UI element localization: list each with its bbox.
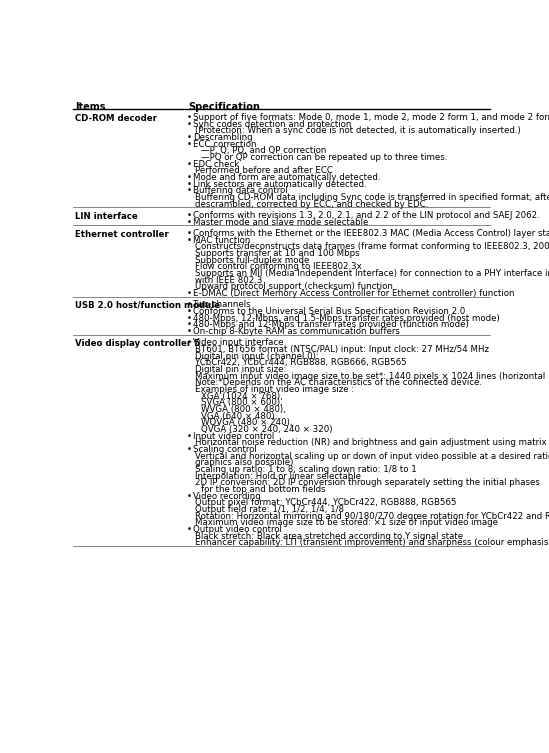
Text: 480-Mbps and 12-Mbps transfer rates provided (function mode): 480-Mbps and 12-Mbps transfer rates prov… <box>193 320 469 329</box>
Text: Supports an MII (Media Independent Interface) for connection to a PHY interface : Supports an MII (Media Independent Inter… <box>195 269 549 278</box>
Text: Mode and form are automatically detected.: Mode and form are automatically detected… <box>193 173 380 182</box>
Text: —P, Q, PQ, and QP correction: —P, Q, PQ, and QP correction <box>201 146 327 155</box>
Text: Output pixel format: YCbCr444, YCbCr422, RGB888, RGB565: Output pixel format: YCbCr444, YCbCr422,… <box>195 498 457 508</box>
Text: •: • <box>187 236 192 245</box>
Text: Scaling control: Scaling control <box>193 445 256 454</box>
Text: Specification: Specification <box>188 102 260 112</box>
Text: Digital pin input (channel 0):: Digital pin input (channel 0): <box>195 352 319 361</box>
Text: Horizontal noise reduction (NR) and brightness and gain adjustment using matrix : Horizontal noise reduction (NR) and brig… <box>195 438 549 447</box>
Text: •: • <box>187 139 192 148</box>
Text: •: • <box>187 218 192 227</box>
Text: Vertical and horizontal scaling up or down of input video possible at a desired : Vertical and horizontal scaling up or do… <box>195 452 549 461</box>
Text: Master mode and slave mode selectable: Master mode and slave mode selectable <box>193 218 368 227</box>
Text: •: • <box>187 320 192 329</box>
Text: •: • <box>187 327 192 336</box>
Text: 480-Mbps, 12-Mbps, and 1.5-Mbps transfer rates provided (host mode): 480-Mbps, 12-Mbps, and 1.5-Mbps transfer… <box>193 313 500 322</box>
Text: Constructs/deconstructs data frames (frame format conforming to IEEE802.3, 2000 : Constructs/deconstructs data frames (fra… <box>195 242 549 252</box>
Text: (Protection: When a sync code is not detected, it is automatically inserted.): (Protection: When a sync code is not det… <box>195 127 521 136</box>
Text: •: • <box>187 300 192 309</box>
Text: Examples of input video image size :: Examples of input video image size : <box>195 385 355 394</box>
Text: •: • <box>187 186 192 195</box>
Text: LIN interface: LIN interface <box>75 212 138 221</box>
Text: Descrambling: Descrambling <box>193 133 253 142</box>
Text: for the top and bottom fields: for the top and bottom fields <box>201 485 326 494</box>
Text: •: • <box>187 445 192 454</box>
Text: Output video control: Output video control <box>193 525 282 534</box>
Text: USB 2.0 host/function module: USB 2.0 host/function module <box>75 301 220 309</box>
Text: Video recording: Video recording <box>193 492 261 501</box>
Text: descrambled, corrected by ECC, and checked by EDC.: descrambled, corrected by ECC, and check… <box>195 200 429 209</box>
Text: •: • <box>187 113 192 122</box>
Text: •: • <box>187 120 192 129</box>
Text: Sync codes detection and protection: Sync codes detection and protection <box>193 120 351 129</box>
Text: •: • <box>187 431 192 441</box>
Text: ECC correction: ECC correction <box>193 139 256 148</box>
Text: Two channels: Two channels <box>193 300 250 309</box>
Text: Buffering data control: Buffering data control <box>193 186 288 195</box>
Text: •: • <box>187 289 192 298</box>
Text: Maximum video image size to be stored: ×1 size of input video image: Maximum video image size to be stored: ×… <box>195 518 498 527</box>
Text: •: • <box>187 313 192 322</box>
Text: Maximum input video image size to be set*: 1440 pixels × 1024 lines (horizontal : Maximum input video image size to be set… <box>195 371 549 380</box>
Text: Enhancer capability: LTI (transient improvement) and sharpness (colour emphasis): Enhancer capability: LTI (transient impr… <box>195 538 549 547</box>
Text: •: • <box>187 160 192 169</box>
Text: Video input interface: Video input interface <box>193 338 283 347</box>
Text: 2D IP conversion: 2D IP conversion through separately setting the initial phases: 2D IP conversion: 2D IP conversion throu… <box>195 478 540 487</box>
Text: YCbCr422, YCbCr444, RGB888, RGB666, RGB565: YCbCr422, YCbCr444, RGB888, RGB666, RGB5… <box>195 358 407 367</box>
Text: Rotation: Horizontal mirroring and 90/180/270 degree rotation for YCbCr422 and R: Rotation: Horizontal mirroring and 90/18… <box>195 511 549 520</box>
Text: Conforms with the Ethernet or the IEEE802.3 MAC (Media Access Control) layer sta: Conforms with the Ethernet or the IEEE80… <box>193 229 549 238</box>
Text: EDC check: EDC check <box>193 160 239 169</box>
Text: •: • <box>187 492 192 501</box>
Text: —PQ or QP correction can be repeated up to three times.: —PQ or QP correction can be repeated up … <box>201 153 448 162</box>
Text: with IEEE 802.3: with IEEE 802.3 <box>195 276 263 285</box>
Text: Link sectors are automatically detected.: Link sectors are automatically detected. <box>193 180 367 189</box>
Text: •: • <box>187 525 192 534</box>
Text: Black stretch: Black area stretched according to Y signal state: Black stretch: Black area stretched acco… <box>195 532 463 541</box>
Text: Input video control: Input video control <box>193 431 274 441</box>
Text: •: • <box>187 180 192 189</box>
Text: WQVGA (480 × 240),: WQVGA (480 × 240), <box>201 418 293 427</box>
Text: graphics also possible): graphics also possible) <box>195 459 294 468</box>
Text: Ethernet controller: Ethernet controller <box>75 230 169 239</box>
Text: Note:*Depends on the AC characteristics of the connected device.: Note:*Depends on the AC characteristics … <box>195 378 483 387</box>
Text: Digital pin input size:: Digital pin input size: <box>195 365 287 374</box>
Text: •: • <box>187 211 192 220</box>
Text: CD-ROM decoder: CD-ROM decoder <box>75 114 157 123</box>
Text: •: • <box>187 133 192 142</box>
Text: Conforms to the Universal Serial Bus Specification Revision 2.0: Conforms to the Universal Serial Bus Spe… <box>193 307 465 316</box>
Text: WVGA (800 × 480),: WVGA (800 × 480), <box>201 405 286 414</box>
Text: •: • <box>187 229 192 238</box>
Text: •: • <box>187 338 192 347</box>
Text: Supports transfer at 10 and 100 Mbps: Supports transfer at 10 and 100 Mbps <box>195 249 360 258</box>
Text: XGA (1024 × 768),: XGA (1024 × 768), <box>201 392 283 401</box>
Text: QVGA (320 × 240, 240 × 320): QVGA (320 × 240, 240 × 320) <box>201 425 333 434</box>
Text: Interpolation: Hold or linear selectable: Interpolation: Hold or linear selectable <box>195 471 361 480</box>
Text: Performed before and after ECC: Performed before and after ECC <box>195 166 333 175</box>
Text: Upward protocol support (checksum) function: Upward protocol support (checksum) funct… <box>195 282 393 291</box>
Text: Buffering CD-ROM data including Sync code is transferred in specified format, af: Buffering CD-ROM data including Sync cod… <box>195 193 549 202</box>
Text: •: • <box>187 307 192 316</box>
Text: BT601, BT656 format (NTSC/PAL) input: Input clock: 27 MHz/54 MHz: BT601, BT656 format (NTSC/PAL) input: In… <box>195 345 489 354</box>
Text: Output field rate: 1/1, 1/2, 1/4, 1/8: Output field rate: 1/1, 1/2, 1/4, 1/8 <box>195 505 344 514</box>
Text: Items: Items <box>75 102 105 112</box>
Text: Video display controller 5: Video display controller 5 <box>75 339 200 348</box>
Text: Conforms with revisions 1.3, 2.0, 2.1, and 2.2 of the LIN protocol and SAEJ 2062: Conforms with revisions 1.3, 2.0, 2.1, a… <box>193 211 540 220</box>
Text: Flow control conforming to IEEE802.3x: Flow control conforming to IEEE802.3x <box>195 262 362 271</box>
Text: •: • <box>187 173 192 182</box>
Text: On-chip 8-Kbyte RAM as communication buffers: On-chip 8-Kbyte RAM as communication buf… <box>193 327 400 336</box>
Text: Supports full-duplex mode: Supports full-duplex mode <box>195 255 310 264</box>
Text: E-DMAC (Direct Memory Access Controller for Ethernet controller) function: E-DMAC (Direct Memory Access Controller … <box>193 289 514 298</box>
Text: VGA (640 × 480),: VGA (640 × 480), <box>201 412 278 421</box>
Text: MAC function: MAC function <box>193 236 250 245</box>
Text: Scaling up ratio: 1 to 8; scaling down ratio: 1/8 to 1: Scaling up ratio: 1 to 8; scaling down r… <box>195 465 417 474</box>
Text: Support of five formats: Mode 0, mode 1, mode 2, mode 2 form 1, and mode 2 form : Support of five formats: Mode 0, mode 1,… <box>193 113 549 122</box>
Text: SVGA (800 × 600),: SVGA (800 × 600), <box>201 398 283 407</box>
